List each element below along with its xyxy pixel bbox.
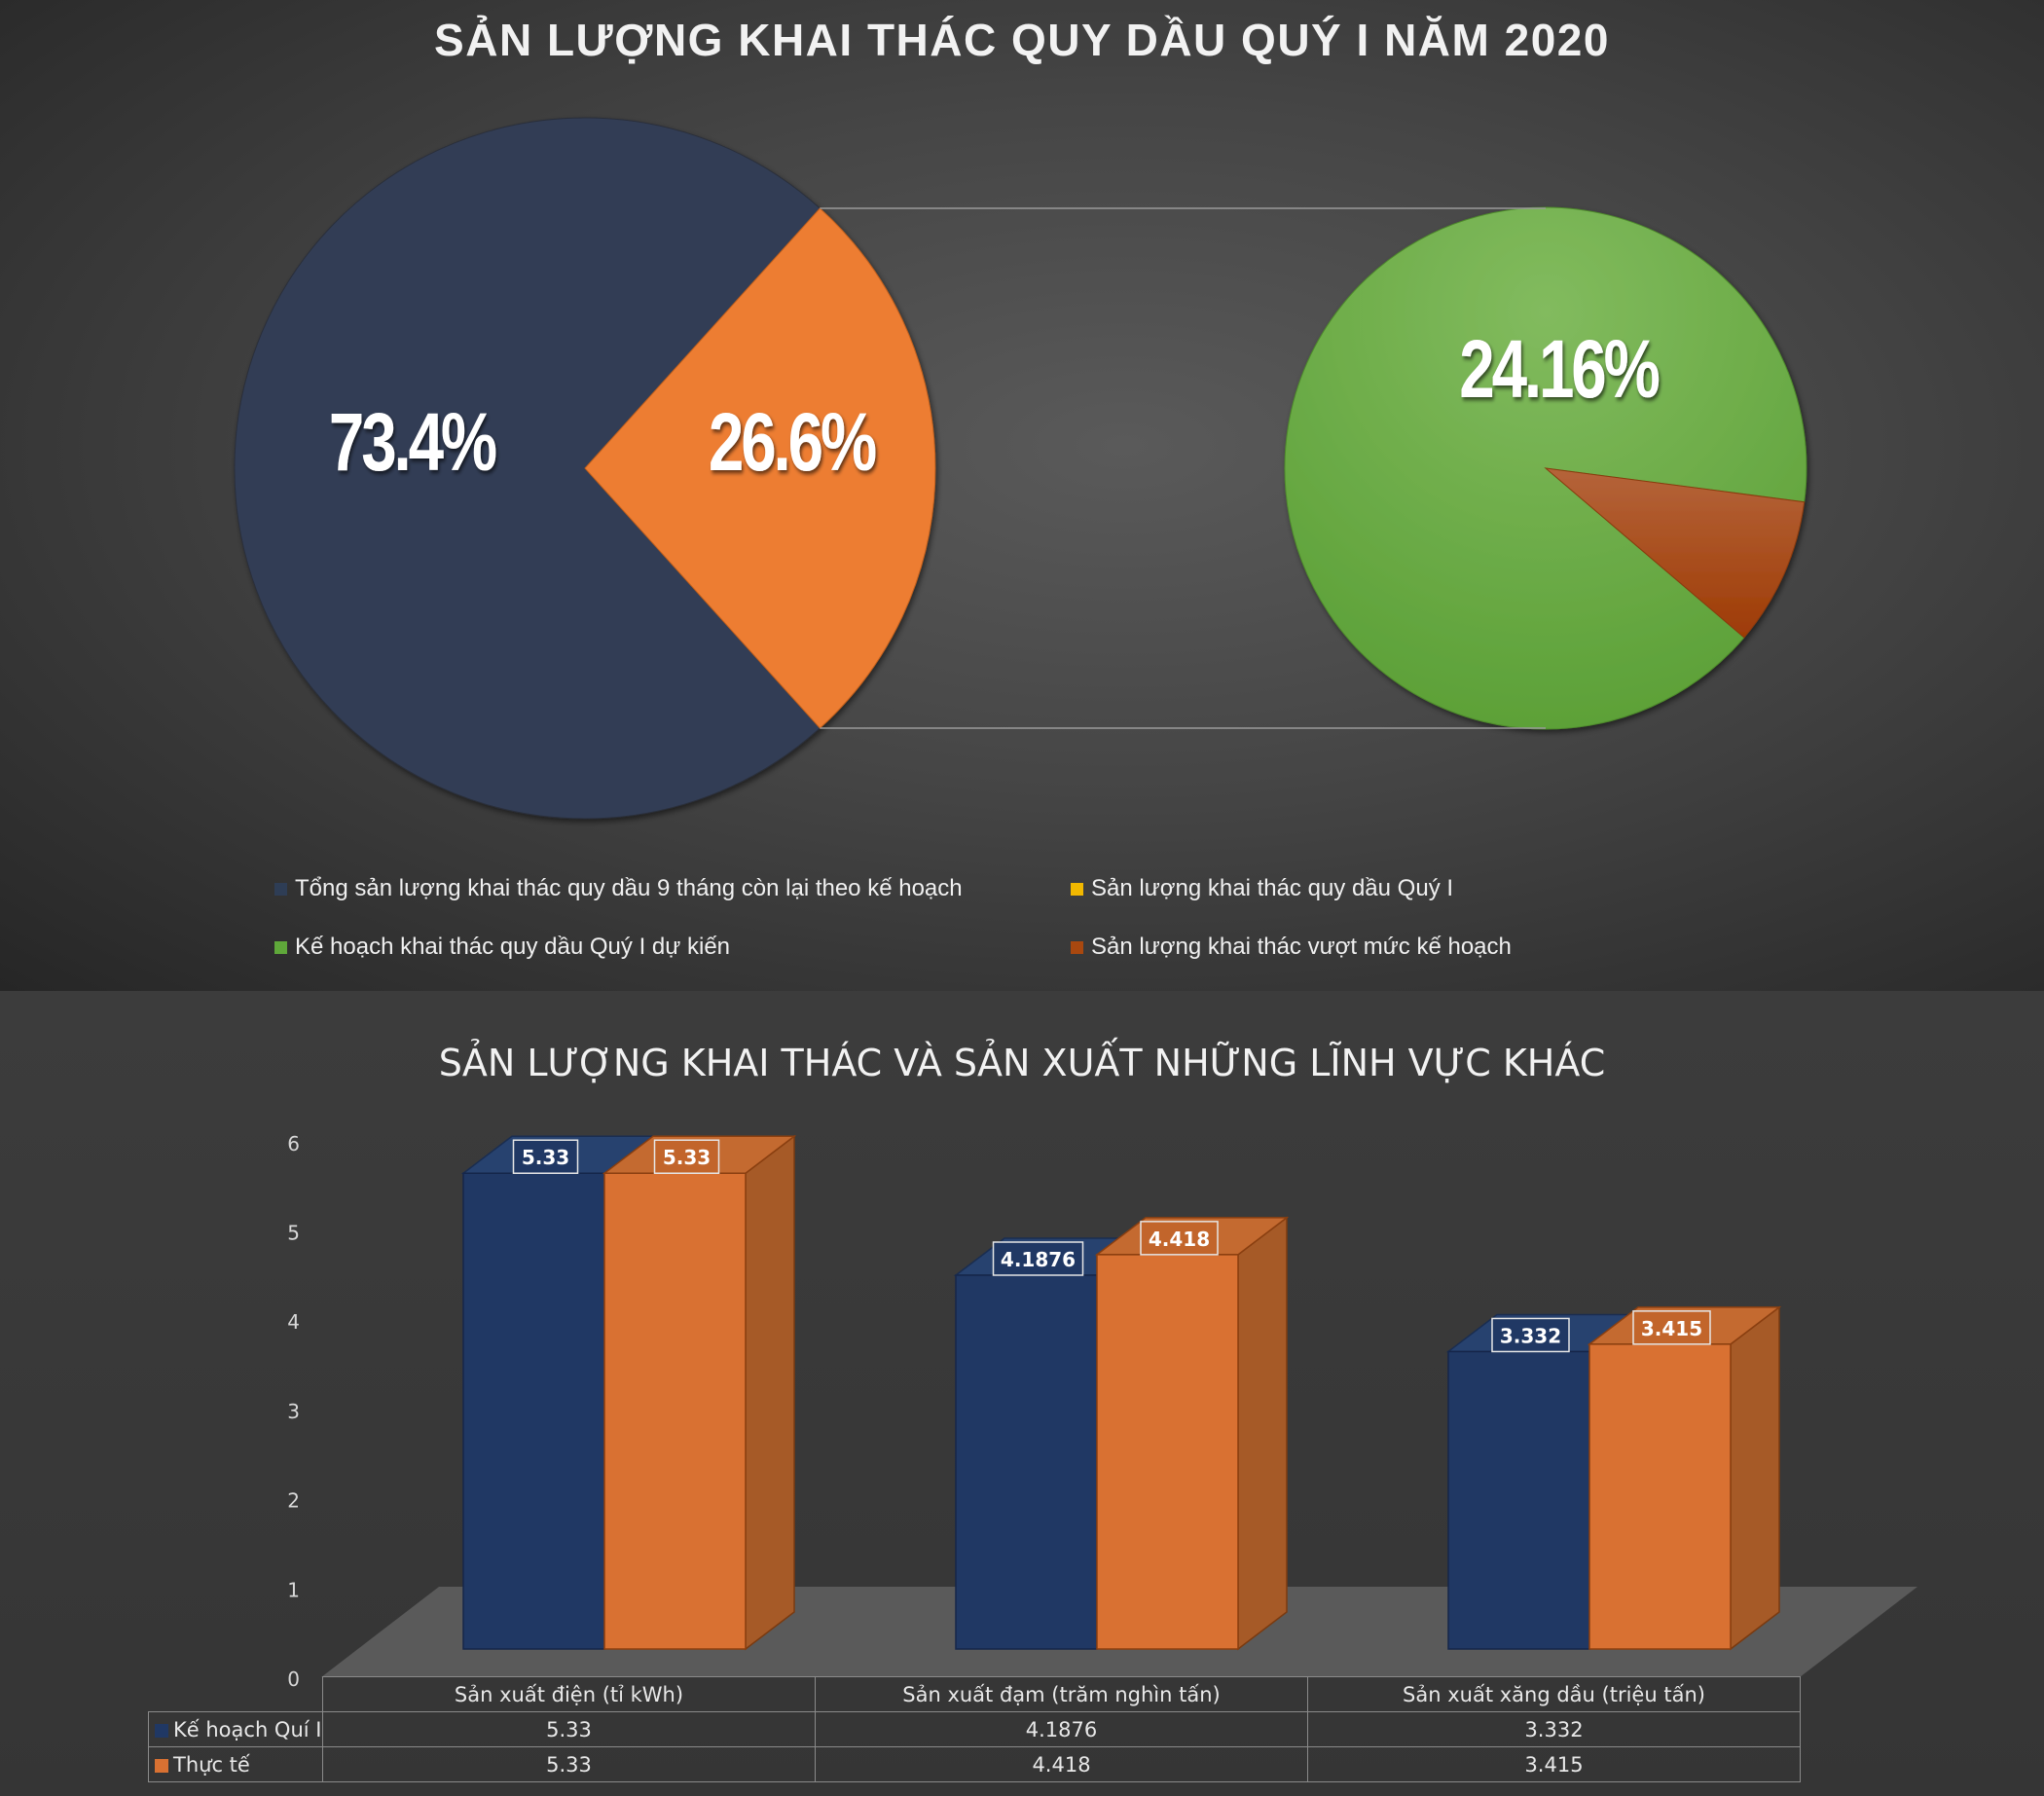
category-label: Sản xuất xăng dầu (triệu tấn) <box>1307 1676 1801 1712</box>
y-tick-label: 2 <box>287 1489 300 1513</box>
y-tick-label: 5 <box>287 1222 300 1245</box>
table-row: Kế hoạch Quí I 5.33 4.1876 3.332 <box>148 1711 1801 1747</box>
data-label: 3.415 <box>1641 1317 1702 1340</box>
data-label-box <box>992 1241 1084 1276</box>
pie-slice-q1-output <box>584 207 936 729</box>
pie-label-q1-plan: 24.16% <box>1459 323 1659 415</box>
legend-label: Tổng sản lượng khai thác quy dầu 9 tháng… <box>295 875 963 901</box>
legend-label: Sản lượng khai thác quy dầu Quý I <box>1091 875 1454 901</box>
data-label-box <box>1491 1317 1570 1353</box>
y-tick-label: 1 <box>287 1578 300 1601</box>
table-row-label-actual: Thực tế <box>148 1746 323 1782</box>
category-label: Sản xuất điện (tỉ kWh) <box>322 1676 816 1712</box>
pie-slice-remaining-plan <box>234 117 821 820</box>
table-cell: 3.415 <box>1307 1746 1801 1782</box>
bar-side <box>1237 1216 1288 1651</box>
pie-of-pie-chart: 73.4% 26.6% 24.16% <box>234 117 1807 820</box>
category-label: Sản xuất đạm (trăm nghìn tấn) <box>815 1676 1308 1712</box>
table-cell: 5.33 <box>322 1711 816 1747</box>
bar-actual <box>603 1172 747 1650</box>
table-cell: 3.332 <box>1307 1711 1801 1747</box>
table-cell: 5.33 <box>322 1746 816 1782</box>
data-label: 4.418 <box>1149 1228 1210 1251</box>
bar-plan <box>1447 1350 1590 1650</box>
y-tick-label: 3 <box>287 1400 300 1423</box>
data-label-box <box>1140 1221 1219 1256</box>
legend-item-q1-output: Sản lượng khai thác quy dầu Quý I <box>1071 875 1453 902</box>
data-label: 3.332 <box>1500 1324 1561 1347</box>
data-label: 5.33 <box>522 1146 569 1169</box>
legend-swatch <box>274 941 287 955</box>
legend-swatch <box>274 883 287 897</box>
series-name: Kế hoạch Quí I <box>173 1717 322 1741</box>
pie-slice-exceed-plan <box>1544 467 1806 639</box>
table-row: Thực tế 5.33 4.418 3.415 <box>148 1746 1801 1782</box>
data-label-box <box>1632 1310 1711 1345</box>
table-header-row: Sản xuất điện (tỉ kWh) Sản xuất đạm (tră… <box>148 1676 1801 1712</box>
bar-plan <box>462 1172 605 1650</box>
legend-label: Kế hoạch khai thác quy dầu Quý I dự kiến <box>295 934 731 960</box>
table-cell: 4.1876 <box>815 1711 1308 1747</box>
bar-actual <box>1096 1254 1239 1650</box>
table-row-label-plan: Kế hoạch Quí I <box>148 1711 323 1747</box>
bar-side <box>1730 1305 1780 1651</box>
pie-label-q1-output: 26.6% <box>709 396 876 488</box>
pie-label-remaining-plan: 73.4% <box>329 396 496 488</box>
legend-item-q1-plan: Kế hoạch khai thác quy dầu Quý I dự kiến <box>274 934 730 961</box>
data-label-box <box>653 1139 720 1174</box>
table-cell: 4.418 <box>815 1746 1308 1782</box>
legend-swatch <box>155 1723 168 1738</box>
y-tick-label: 6 <box>287 1132 300 1155</box>
legend-swatch <box>1071 883 1083 897</box>
data-label: 5.33 <box>663 1146 711 1169</box>
bar-side <box>745 1134 795 1651</box>
legend-item-remaining-plan: Tổng sản lượng khai thác quy dầu 9 tháng… <box>274 875 963 902</box>
pie-chart-title: SẢN LƯỢNG KHAI THÁC QUY DẦU QUÝ I NĂM 20… <box>434 15 1610 65</box>
legend-item-exceed-plan: Sản lượng khai thác vượt mức kế hoạch <box>1071 934 1512 961</box>
data-label-box <box>512 1139 579 1174</box>
legend-swatch <box>1071 941 1083 955</box>
bar-actual <box>1588 1343 1732 1650</box>
y-tick-label: 4 <box>287 1310 300 1334</box>
bar-chart-title: SẢN LƯỢNG KHAI THÁC VÀ SẢN XUẤT NHỮNG LĨ… <box>438 1042 1606 1084</box>
bar-data-table: Sản xuất điện (tỉ kWh) Sản xuất đạm (tră… <box>148 1676 1801 1782</box>
data-label: 4.1876 <box>1001 1248 1076 1271</box>
legend-swatch <box>155 1758 168 1773</box>
legend-label: Sản lượng khai thác vượt mức kế hoạch <box>1091 934 1512 960</box>
bar-plan <box>955 1274 1098 1650</box>
series-name: Thực tế <box>173 1752 250 1777</box>
